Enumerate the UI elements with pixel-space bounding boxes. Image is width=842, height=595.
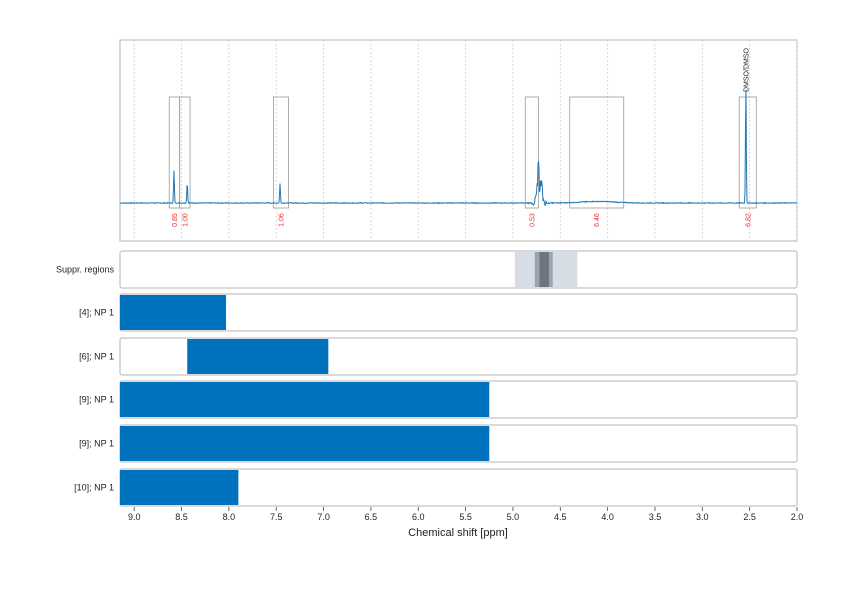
x-tick-label: 4.5 <box>554 512 567 522</box>
reference-label: DMSO/DMSO <box>743 48 750 93</box>
x-tick-label: 3.0 <box>696 512 709 522</box>
integral-label: 6.82 <box>745 213 752 227</box>
bar-row-label: [4]; NP 1 <box>79 308 114 318</box>
x-tick-label: 5.5 <box>459 512 472 522</box>
integral-label: 1.00 <box>182 213 189 227</box>
x-tick-label: 6.5 <box>365 512 378 522</box>
integral-label: 0.53 <box>529 213 536 227</box>
suppressed-regions-panel: Suppr. regions <box>56 250 798 289</box>
x-tick-label: 9.0 <box>128 512 141 522</box>
integral-box <box>524 96 539 209</box>
bar-row-bar <box>120 382 490 417</box>
x-tick-label: 4.0 <box>601 512 614 522</box>
x-tick-label: 5.0 <box>507 512 520 522</box>
bar-rows-panel: [4]; NP 1 [6]; NP 1 [9]; NP 1 [9]; NP 1 [10]… <box>74 293 798 507</box>
x-axis-title: Chemical shift [ppm] <box>408 527 508 539</box>
integral-label: 6.46 <box>594 213 601 227</box>
suppressed-band <box>539 252 549 287</box>
x-tick-label: 8.0 <box>223 512 236 522</box>
integral-label: 0.85 <box>172 213 179 227</box>
x-tick-label: 6.0 <box>412 512 425 522</box>
bar-row-bar <box>120 426 490 461</box>
suppressed-regions-label: Suppr. regions <box>56 265 115 275</box>
spectrum-frame <box>119 39 798 242</box>
bar-row-bar <box>187 339 329 374</box>
integral-box <box>272 96 289 209</box>
suppressed-regions-frame <box>119 250 798 289</box>
bar-row-label: [9]; NP 1 <box>79 439 114 449</box>
integral-box <box>569 96 625 209</box>
spectrum-line <box>120 89 797 206</box>
x-tick-label: 8.5 <box>175 512 188 522</box>
x-axis: 9.0 8.5 8.0 7.5 7.0 6.5 6.0 5.5 5.0 4.5 4.0 3.5 3.0 2… <box>128 507 803 522</box>
bar-row-label: [10]; NP 1 <box>74 483 114 493</box>
x-tick-label: 3.5 <box>649 512 662 522</box>
bar-row-label: [6]; NP 1 <box>79 352 114 362</box>
x-tick-label: 2.5 <box>743 512 756 522</box>
integral-label: 1.06 <box>278 213 285 227</box>
integral-box <box>179 96 191 209</box>
bar-row-bar <box>120 295 227 330</box>
x-tick-label: 7.0 <box>317 512 330 522</box>
x-tick-label: 7.5 <box>270 512 283 522</box>
spectrum-panel: 0.85 1.00 1.06 0.53 6.46 6.82 DMSO/DMSO <box>119 39 798 242</box>
integral-box <box>738 96 757 209</box>
x-tick-label: 2.0 <box>791 512 804 522</box>
bar-row-label: [9]; NP 1 <box>79 395 114 405</box>
bar-row-bar <box>120 470 239 505</box>
